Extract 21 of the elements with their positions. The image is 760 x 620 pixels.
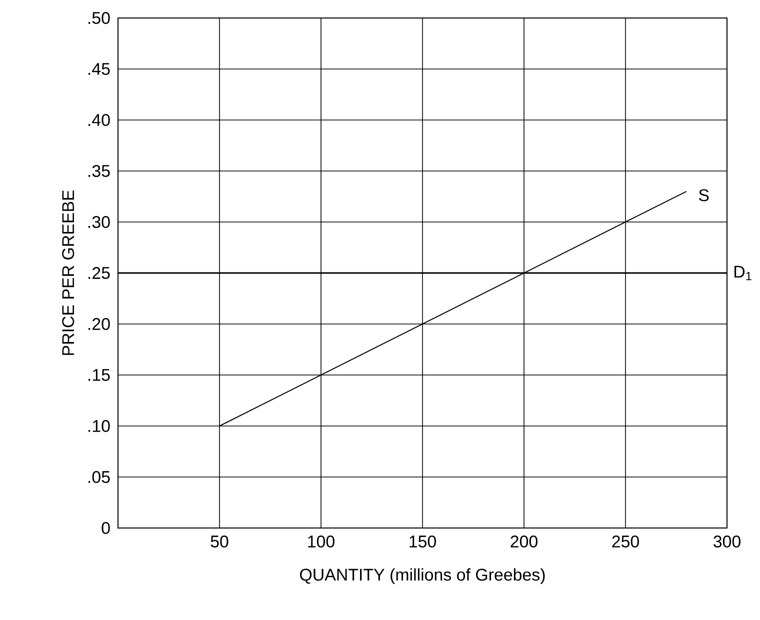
y-tick-label: .20 (88, 318, 110, 330)
x-tick-label: 250 (612, 536, 639, 548)
x-tick-label: 50 (210, 536, 228, 548)
series-label: S (698, 189, 709, 202)
y-tick-label: .05 (88, 471, 110, 483)
ref-line-label: D$_{1}$ (734, 266, 752, 280)
y-tick-label: .15 (88, 369, 110, 381)
y-tick-label: .10 (88, 420, 110, 432)
x-tick-label: 200 (510, 536, 538, 548)
y-tick-label: 0 (102, 522, 110, 534)
y-tick-label: .40 (88, 114, 110, 126)
x-tick-label: 100 (308, 536, 334, 548)
y-tick-label: .45 (88, 63, 110, 75)
y-tick-label: .25 (88, 267, 110, 279)
y-tick-label: .30 (88, 216, 110, 228)
x-tick-label: 150 (410, 536, 436, 548)
x-axis-title: QUANTITY (millions of Greebes) (300, 568, 545, 584)
y-tick-label: .50 (88, 12, 110, 24)
y-axis-title: PRICE PER GREEBE (62, 190, 74, 355)
x-tick-label: 300 (714, 536, 740, 548)
y-tick-label: .35 (88, 165, 110, 177)
